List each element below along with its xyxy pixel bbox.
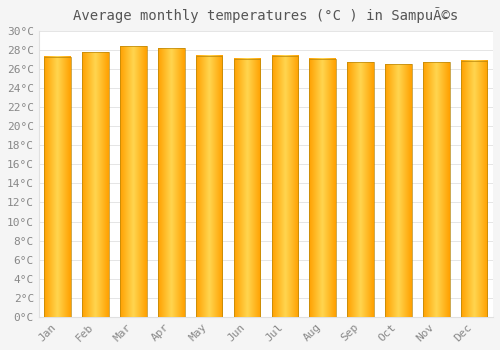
Bar [461,61,487,317]
Bar [423,62,450,317]
Bar [272,56,298,317]
Bar [82,52,109,317]
Bar [158,48,184,317]
Bar [120,46,146,317]
Bar [234,59,260,317]
Bar [310,59,336,317]
Bar [44,57,71,317]
Bar [385,64,411,317]
Bar [348,62,374,317]
Title: Average monthly temperatures (°C ) in SampuÃ©s: Average monthly temperatures (°C ) in Sa… [74,7,458,23]
Bar [196,56,222,317]
